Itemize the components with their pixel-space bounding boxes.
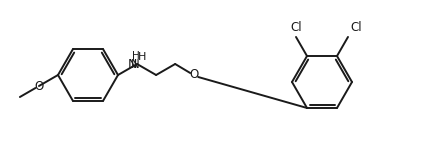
Text: O: O: [190, 68, 199, 81]
Text: Cl: Cl: [290, 21, 302, 34]
Text: H: H: [132, 51, 140, 61]
Text: N: N: [131, 59, 139, 71]
Text: O: O: [34, 79, 43, 92]
Text: Cl: Cl: [350, 21, 362, 34]
Text: H: H: [138, 52, 147, 62]
Text: N: N: [127, 57, 137, 70]
